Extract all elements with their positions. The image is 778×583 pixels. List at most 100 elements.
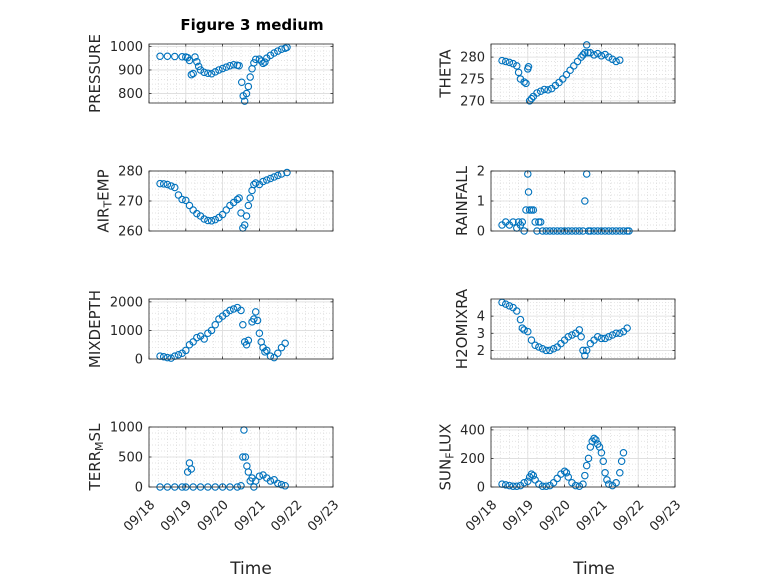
data-point: [251, 308, 260, 316]
y-axis-label-part: T: [102, 201, 115, 209]
data-point: [524, 62, 533, 71]
data-point: [597, 448, 606, 457]
y-tick-label: 2: [477, 165, 485, 180]
data-point: [538, 344, 547, 353]
data-point: [193, 57, 201, 66]
data-point: [178, 195, 186, 204]
data-point: [546, 346, 554, 355]
data-point: [525, 97, 534, 105]
data-point: [509, 218, 517, 226]
y-tick-label: 0: [135, 481, 143, 496]
data-point: [156, 52, 164, 61]
data-point: [196, 66, 205, 74]
y-axis-label-part: MIXDEPTH: [86, 290, 104, 368]
y-axis-label: H2OMIXRA: [453, 288, 471, 369]
data-point: [520, 326, 528, 334]
data-point: [603, 476, 611, 484]
y-axis-label: RAINFALL: [453, 165, 471, 236]
data-point: [601, 334, 609, 343]
data-point: [244, 201, 253, 210]
data-point: [237, 306, 245, 315]
x-tick-label: 09/18: [121, 498, 158, 535]
data-point: [592, 436, 600, 444]
data-point: [266, 477, 275, 485]
data-point: [527, 94, 536, 103]
data-point: [171, 183, 179, 192]
data-point: [204, 69, 212, 78]
data-point: [612, 478, 620, 487]
data-point: [582, 41, 591, 49]
data-point: [536, 218, 545, 226]
data-point: [239, 453, 247, 461]
data-point: [174, 350, 183, 359]
data-point: [250, 59, 258, 67]
data-point: [531, 476, 539, 484]
axes-box: [490, 43, 676, 104]
y-tick-label: 200: [460, 452, 485, 467]
data-point: [575, 326, 584, 334]
data-point: [211, 68, 219, 76]
y-axis-label-part: AIR: [94, 208, 112, 233]
data-point: [597, 334, 606, 343]
data-point: [562, 468, 571, 477]
y-tick-label: 0: [477, 225, 485, 240]
data-point: [193, 209, 201, 218]
x-tick-label: 09/22: [268, 498, 305, 535]
data-point: [581, 471, 589, 480]
y-tick-label: 1: [477, 195, 485, 210]
y-axis-label-part: F: [444, 452, 457, 458]
y-axis-label-part: SL: [86, 423, 104, 442]
y-tick-label: 500: [118, 451, 143, 466]
data-point: [253, 316, 262, 325]
data-point: [540, 85, 549, 94]
data-point: [251, 179, 260, 187]
data-point: [520, 78, 528, 86]
data-point: [182, 346, 190, 355]
data-point: [513, 482, 521, 491]
data-point: [573, 57, 582, 66]
data-point: [505, 302, 514, 310]
data-point: [498, 56, 506, 65]
data-point: [612, 329, 620, 338]
data-point: [277, 343, 286, 352]
data-point: [255, 472, 264, 480]
data-point: [261, 348, 269, 356]
data-point: [566, 66, 574, 74]
y-tick-label: 900: [118, 63, 143, 78]
y-axis-label: SUNFLUX: [436, 424, 456, 491]
data-point: [259, 59, 267, 68]
y-axis-label: MIXDEPTH: [86, 290, 104, 368]
data-point: [560, 467, 569, 476]
data-point: [226, 306, 234, 315]
data-point: [189, 69, 197, 78]
data-point: [274, 47, 282, 55]
data-point: [163, 180, 172, 189]
data-point: [222, 63, 231, 71]
data-point: [522, 206, 530, 214]
data-point: [283, 168, 291, 177]
data-point: [571, 481, 580, 490]
data-point: [187, 465, 196, 473]
data-point: [608, 55, 617, 64]
data-point: [538, 482, 547, 491]
data-point: [207, 69, 216, 78]
data-point: [189, 338, 197, 346]
y-tick-label: 1000: [110, 324, 143, 339]
x-axis-label-right: Time: [572, 559, 615, 579]
data-point: [242, 212, 251, 220]
data-point: [564, 473, 573, 481]
y-tick-label: 0: [477, 481, 485, 496]
data-point: [241, 453, 250, 461]
x-axis-label-left: Time: [229, 559, 272, 579]
data-point: [542, 346, 550, 355]
data-point: [226, 61, 234, 70]
data-point: [194, 62, 203, 71]
data-point: [263, 176, 271, 184]
data-point: [616, 56, 624, 64]
data-point: [255, 329, 264, 338]
data-point: [586, 48, 595, 57]
y-axis-label-part: M: [93, 441, 106, 451]
data-point: [590, 51, 598, 59]
y-axis-label-part: SUN: [436, 459, 454, 491]
y-tick-label: 270: [118, 195, 143, 210]
